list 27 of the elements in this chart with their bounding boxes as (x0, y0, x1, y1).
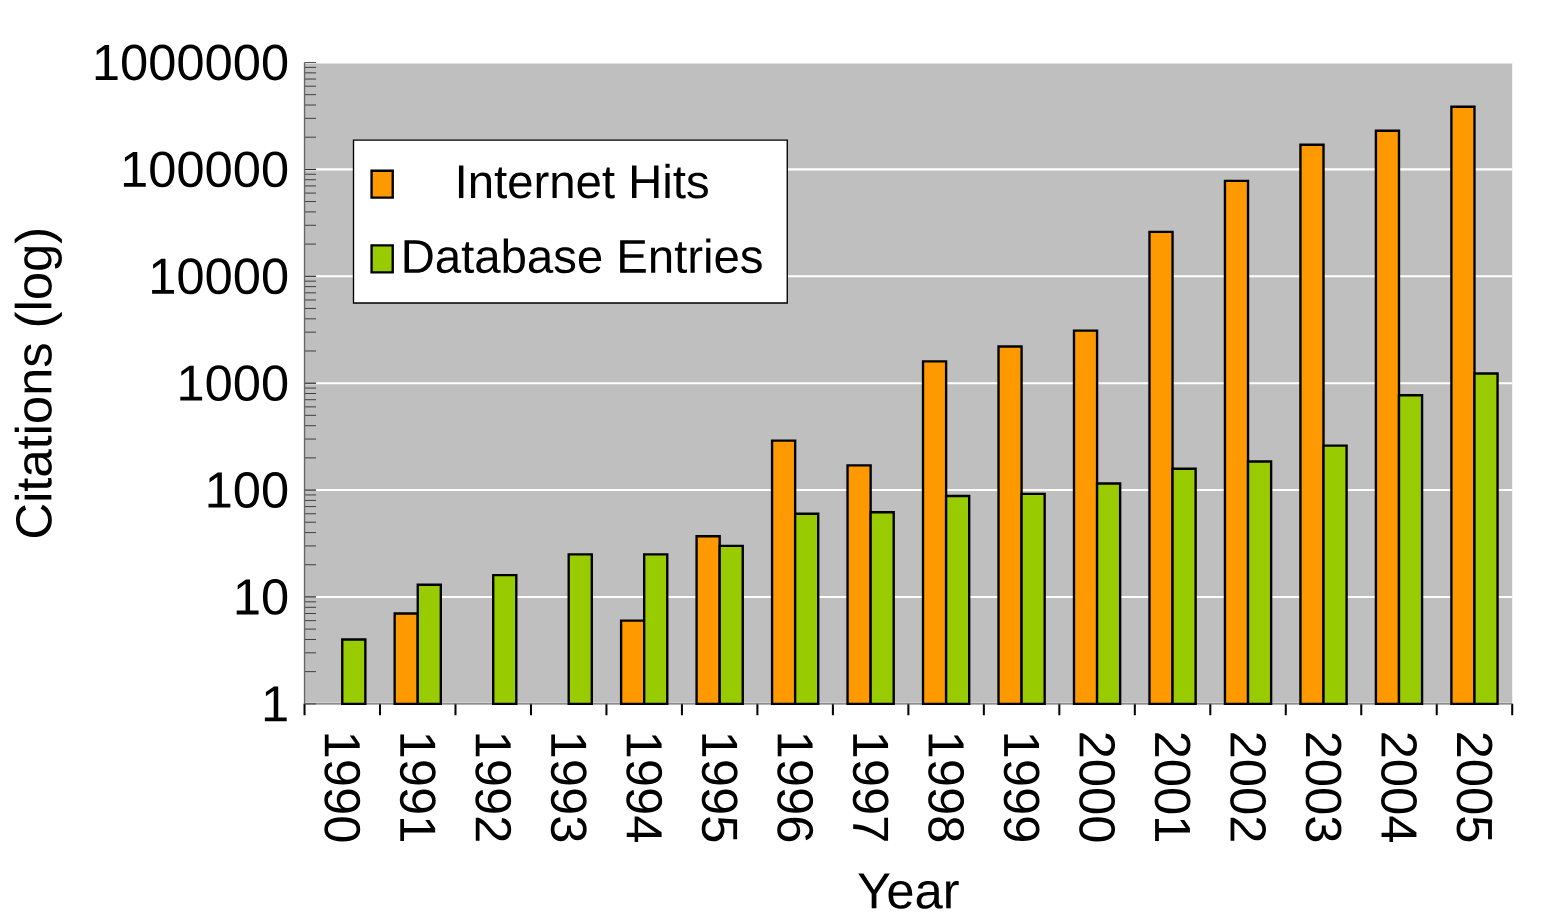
y-tick-label: 1000 (180, 365, 288, 401)
x-tick-label: 1991 (399, 734, 436, 841)
x-tick-label: 2005 (1456, 733, 1493, 842)
x-tick-label: 1990 (324, 734, 361, 842)
x-tick-label: 1995 (701, 734, 738, 842)
y-tick-label: 1 (264, 686, 287, 722)
x-tick-label: 1999 (1003, 734, 1040, 841)
y-tick-label: 10000 (152, 258, 288, 294)
y-tick-label: 100 (208, 471, 288, 508)
x-tick-label: 2000 (1079, 733, 1116, 842)
x-tick-label: 1994 (626, 734, 663, 842)
x-tick-label: 2004 (1381, 733, 1417, 842)
x-tick-label: 1992 (475, 734, 512, 841)
x-tick-label: 1993 (550, 734, 587, 841)
x-tick-label: 1997 (852, 734, 889, 841)
legend-label: Internet Hits (458, 163, 708, 199)
x-tick-label: 1998 (928, 734, 965, 841)
legend-label: Database Entries (404, 238, 762, 273)
x-tick-label: 2003 (1305, 733, 1342, 841)
y-tick-label: 10 (236, 578, 288, 615)
x-axis-title: Year (858, 873, 959, 909)
y-tick-label: 1000000 (95, 44, 288, 81)
x-tick-label: 1996 (777, 734, 814, 841)
y-axis-title: Citations (log) (14, 229, 62, 537)
y-tick-label: 100000 (123, 151, 288, 188)
x-tick-label: 2001 (1154, 733, 1191, 841)
x-tick-label: 2002 (1230, 733, 1266, 841)
